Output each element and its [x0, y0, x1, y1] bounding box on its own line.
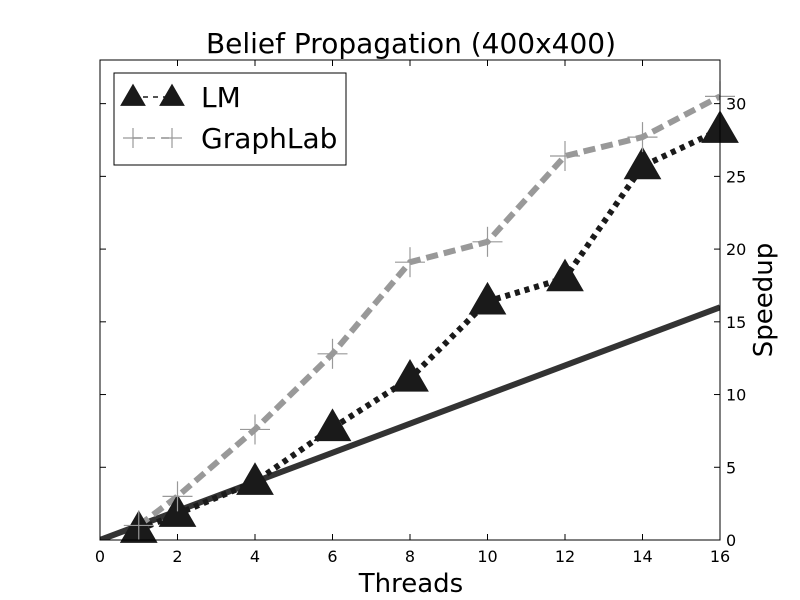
x-tick-label: 16: [710, 547, 730, 566]
x-tick-label: 10: [477, 547, 497, 566]
point-lm-4: [236, 462, 274, 495]
x-tick-label: 8: [405, 547, 415, 566]
legend-box: [113, 72, 347, 166]
y-tick-label: 10: [726, 386, 746, 405]
linear-speedup-line: [100, 304, 720, 540]
y-tick-label: 15: [726, 313, 746, 332]
point-graphlab-12: [550, 141, 580, 171]
point-lm-6: [313, 408, 352, 442]
x-axis-label: Threads: [358, 569, 463, 599]
point-graphlab-14: [627, 122, 658, 153]
x-tick-label: 6: [327, 547, 337, 566]
point-graphlab-1: [123, 510, 154, 541]
y-tick-label: 5: [726, 458, 736, 477]
point-lm-12: [546, 258, 584, 292]
point-graphlab-4: [240, 414, 270, 445]
x-axis: 0 2 4 6 8 10 12 14 16: [95, 60, 730, 566]
plot-area: [100, 81, 739, 543]
legend-marker-graphlab: [162, 128, 182, 148]
x-tick-label: 2: [172, 547, 182, 566]
point-graphlab-10: [472, 226, 503, 257]
legend-marker-lm: [159, 83, 185, 106]
legend-label-lm: LM: [201, 81, 241, 114]
x-tick-label: 0: [95, 547, 105, 566]
point-graphlab-8: [395, 247, 425, 278]
y-tick-label: 25: [726, 167, 746, 186]
x-tick-label: 14: [632, 547, 652, 566]
point-lm-8: [391, 358, 429, 392]
point-graphlab-6: [317, 338, 348, 369]
point-lm-10: [468, 281, 507, 315]
point-lm-14: [623, 146, 662, 180]
legend-marker-graphlab: [123, 128, 143, 148]
x-tick-label: 12: [555, 547, 575, 566]
y-tick-label: 20: [726, 240, 746, 259]
y-tick-label: 0: [726, 531, 736, 550]
y-axis-label: Speedup: [749, 243, 779, 358]
y-tick-label: 30: [726, 95, 746, 114]
legend-marker-lm: [120, 83, 146, 106]
legend-label-graphlab: GraphLab: [201, 122, 337, 155]
chart-title: Belief Propagation (400x400): [206, 27, 616, 60]
point-graphlab-2: [162, 481, 193, 512]
x-tick-label: 4: [250, 547, 260, 566]
legend: LM GraphLab: [113, 72, 347, 166]
y-axis: 0 5 10 15 20 25 30: [100, 95, 746, 550]
series-line-lm: [137, 127, 720, 533]
